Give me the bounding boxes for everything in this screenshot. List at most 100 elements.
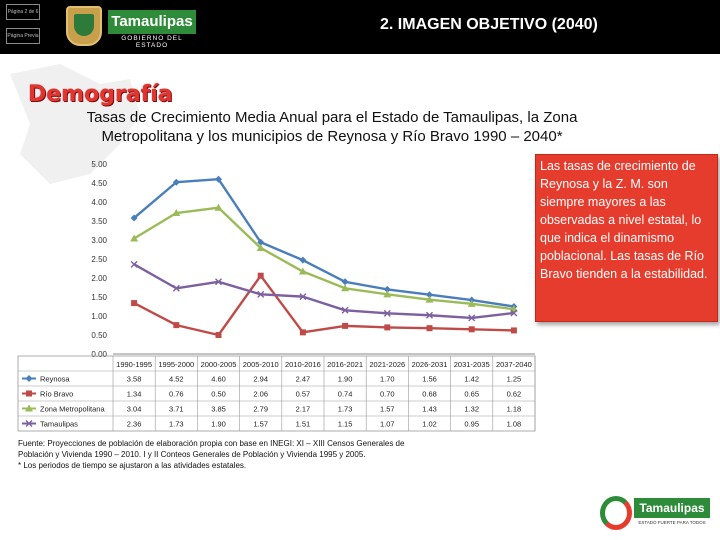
legend-marker <box>25 420 33 427</box>
swirl-icon <box>600 496 632 530</box>
y-tick-label: 0.00 <box>91 350 107 359</box>
legend-entry: Zona Metropolitana <box>40 405 105 414</box>
data-point <box>341 306 349 314</box>
callout-note: Las tasas de crecimiento de Reynosa y la… <box>535 154 718 322</box>
data-point <box>426 325 433 332</box>
data-label: 0.76 <box>169 390 184 399</box>
y-tick-label: 4.00 <box>91 198 107 207</box>
data-point <box>130 214 138 222</box>
data-point <box>299 256 307 264</box>
data-point <box>342 322 349 329</box>
brand-name: Tamaulipas <box>108 10 196 34</box>
y-tick-label: 4.50 <box>91 179 107 188</box>
data-point <box>510 309 518 317</box>
series-line <box>133 274 514 337</box>
state-map-watermark <box>10 64 140 184</box>
chart-title: Tasas de Crecimiento Media Anual para el… <box>52 108 612 146</box>
data-point <box>426 291 433 299</box>
y-tick-label: 3.00 <box>91 236 107 245</box>
x-tick-label: 2005-2010 <box>243 360 279 369</box>
data-point <box>257 290 265 298</box>
data-label: 0.57 <box>296 390 311 399</box>
header-bar: Página 2 de 6 Página Previa Tamaulipas G… <box>0 0 720 54</box>
data-label: 1.32 <box>464 405 479 414</box>
data-label: 2.17 <box>296 405 311 414</box>
data-label: 2.06 <box>253 390 268 399</box>
source-note: Fuente: Proyecciones de población de ela… <box>18 438 518 471</box>
data-point <box>510 327 517 334</box>
data-label: 4.60 <box>211 375 226 384</box>
data-point <box>173 322 180 329</box>
x-tick-label: 2021-2026 <box>369 360 405 369</box>
data-point <box>467 299 476 307</box>
footer-logo: Tamaulipas ESTADO FUERTE PARA TODOS <box>600 494 712 536</box>
data-label: 2.94 <box>253 375 268 384</box>
y-tick-label: 2.50 <box>91 255 107 264</box>
data-point <box>257 272 264 279</box>
footer-brand: Tamaulipas <box>634 498 710 518</box>
data-point <box>299 329 306 336</box>
data-point <box>341 278 349 286</box>
y-tick-label: 3.50 <box>91 217 107 226</box>
data-label: 0.70 <box>380 390 395 399</box>
data-point <box>130 260 138 268</box>
data-label: 1.73 <box>169 420 184 429</box>
data-label: 0.62 <box>507 390 522 399</box>
data-label: 1.70 <box>380 375 395 384</box>
x-tick-label: 2010-2016 <box>285 360 321 369</box>
page-tab[interactable]: Página 2 de 6 <box>6 4 40 20</box>
data-label: 1.57 <box>380 405 395 414</box>
data-label: 1.51 <box>296 420 311 429</box>
data-label: 0.74 <box>338 390 353 399</box>
data-point <box>383 290 392 298</box>
x-tick-label: 2037-2040 <box>496 360 532 369</box>
legend-marker <box>26 390 32 397</box>
data-point <box>215 278 222 286</box>
data-point <box>214 203 223 211</box>
data-label: 3.71 <box>169 405 184 414</box>
data-label: 1.18 <box>507 405 522 414</box>
data-point <box>468 326 475 333</box>
y-tick-label: 1.50 <box>91 293 107 302</box>
x-tick-label: 1995-2000 <box>158 360 194 369</box>
x-tick-label: 2026-2031 <box>412 360 448 369</box>
data-point <box>257 238 265 246</box>
data-point <box>131 300 138 307</box>
data-point <box>383 285 391 293</box>
legend-marker <box>25 375 33 382</box>
series-line <box>133 263 515 320</box>
chart-title-line: Metropolitana y los municipios de Reynos… <box>101 128 563 145</box>
data-point <box>256 243 265 251</box>
data-label: 4.52 <box>169 375 184 384</box>
legend-entry: Tamaulipas <box>40 420 78 429</box>
x-tick-label: 2031-2035 <box>454 360 490 369</box>
data-label: 1.07 <box>380 420 395 429</box>
data-point <box>172 178 180 186</box>
data-point <box>468 314 476 322</box>
data-point <box>172 284 180 292</box>
source-line: Población y Vivienda 1990 – 2010. I y II… <box>18 450 366 459</box>
x-tick-label: 2016-2021 <box>327 360 363 369</box>
data-point <box>130 234 139 242</box>
data-label: 0.65 <box>464 390 479 399</box>
x-tick-label: 2000-2005 <box>201 360 237 369</box>
legend-marker <box>25 404 33 412</box>
data-label: 1.57 <box>253 420 268 429</box>
data-point <box>383 309 391 317</box>
y-tick-label: 5.00 <box>91 160 107 169</box>
data-label: 2.79 <box>253 405 268 414</box>
coat-of-arms-icon <box>66 6 102 46</box>
y-tick-label: 1.00 <box>91 312 107 321</box>
data-label: 3.04 <box>127 405 142 414</box>
chart-title-line: Tasas de Crecimiento Media Anual para el… <box>86 109 578 126</box>
data-label: 1.90 <box>338 375 353 384</box>
data-label: 1.02 <box>422 420 437 429</box>
y-tick-label: 0.50 <box>91 331 107 340</box>
growth-rate-chart: 0.00 0.50 1.00 1.50 2.00 2.50 3.00 3.50 4.00 4.50… <box>17 160 536 432</box>
data-label: 0.95 <box>464 420 479 429</box>
previous-page-tab[interactable]: Página Previa <box>6 28 40 44</box>
data-point <box>299 293 307 301</box>
data-point <box>425 295 434 303</box>
data-label: 2.36 <box>127 420 142 429</box>
